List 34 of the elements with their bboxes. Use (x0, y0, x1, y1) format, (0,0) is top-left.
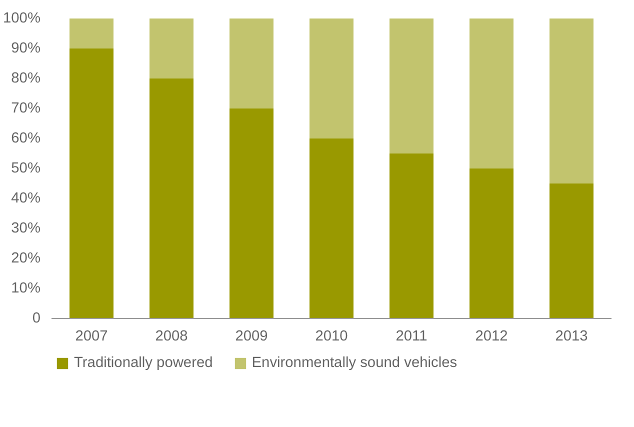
bar (550, 184, 594, 318)
bar (550, 18, 594, 184)
legend-label: Environmentally sound vehicles (252, 355, 458, 371)
y-tick-label: 80% (11, 70, 41, 86)
bar (230, 18, 274, 108)
y-tick-label: 90% (11, 40, 41, 56)
y-tick-label: 50% (11, 160, 41, 176)
y-tick-label: 20% (11, 250, 41, 266)
x-tick-label: 2010 (315, 328, 348, 344)
x-tick-label: 2007 (75, 328, 108, 344)
bar (310, 138, 354, 318)
x-tick-label: 2013 (555, 328, 588, 344)
y-tick-label: 30% (11, 220, 41, 236)
bar (70, 18, 114, 48)
legend-label: Traditionally powered (74, 355, 213, 371)
y-tick-label: 100% (3, 10, 41, 26)
y-tick-label: 70% (11, 100, 41, 116)
y-tick-label: 10% (11, 280, 41, 296)
y-tick-label: 60% (11, 130, 41, 146)
bar (230, 108, 274, 318)
bar (150, 78, 194, 318)
x-tick-label: 2012 (475, 328, 508, 344)
bar (470, 168, 514, 318)
bar (390, 154, 434, 318)
bar (70, 48, 114, 318)
x-tick-label: 2011 (396, 328, 428, 344)
x-tick-label: 2008 (155, 328, 188, 344)
y-tick-label: 0 (32, 310, 41, 326)
bar (390, 18, 434, 154)
x-tick-label: 2009 (235, 328, 268, 344)
bar (310, 18, 354, 138)
y-tick-label: 40% (11, 190, 41, 206)
bar (150, 18, 194, 78)
bar (470, 18, 514, 168)
